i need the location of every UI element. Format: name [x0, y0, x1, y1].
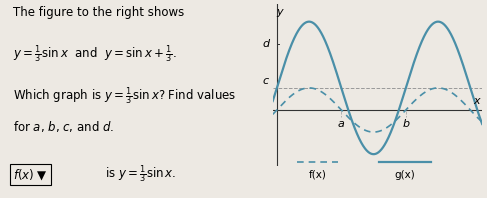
Text: x: x — [473, 96, 480, 106]
Text: $y = \frac{1}{3}\sin x$  and  $y = \sin x + \frac{1}{3}$.: $y = \frac{1}{3}\sin x$ and $y = \sin x … — [13, 44, 177, 65]
Text: a: a — [338, 119, 345, 129]
Text: y: y — [277, 7, 283, 17]
Text: Which graph is $y = \frac{1}{3}\sin x$? Find values: Which graph is $y = \frac{1}{3}\sin x$? … — [13, 85, 236, 107]
Text: for $a$, $b$, $c$, and $d$.: for $a$, $b$, $c$, and $d$. — [13, 119, 114, 134]
Text: b: b — [402, 119, 410, 129]
Text: f(x): f(x) — [309, 170, 327, 180]
Text: c: c — [262, 76, 268, 86]
Text: The figure to the right shows: The figure to the right shows — [13, 6, 184, 19]
Text: is $y = \frac{1}{3}\sin x$.: is $y = \frac{1}{3}\sin x$. — [105, 163, 176, 185]
Text: $f(x)$ ▼: $f(x)$ ▼ — [13, 167, 48, 182]
Text: d: d — [262, 39, 270, 49]
Text: g(x): g(x) — [395, 170, 415, 180]
